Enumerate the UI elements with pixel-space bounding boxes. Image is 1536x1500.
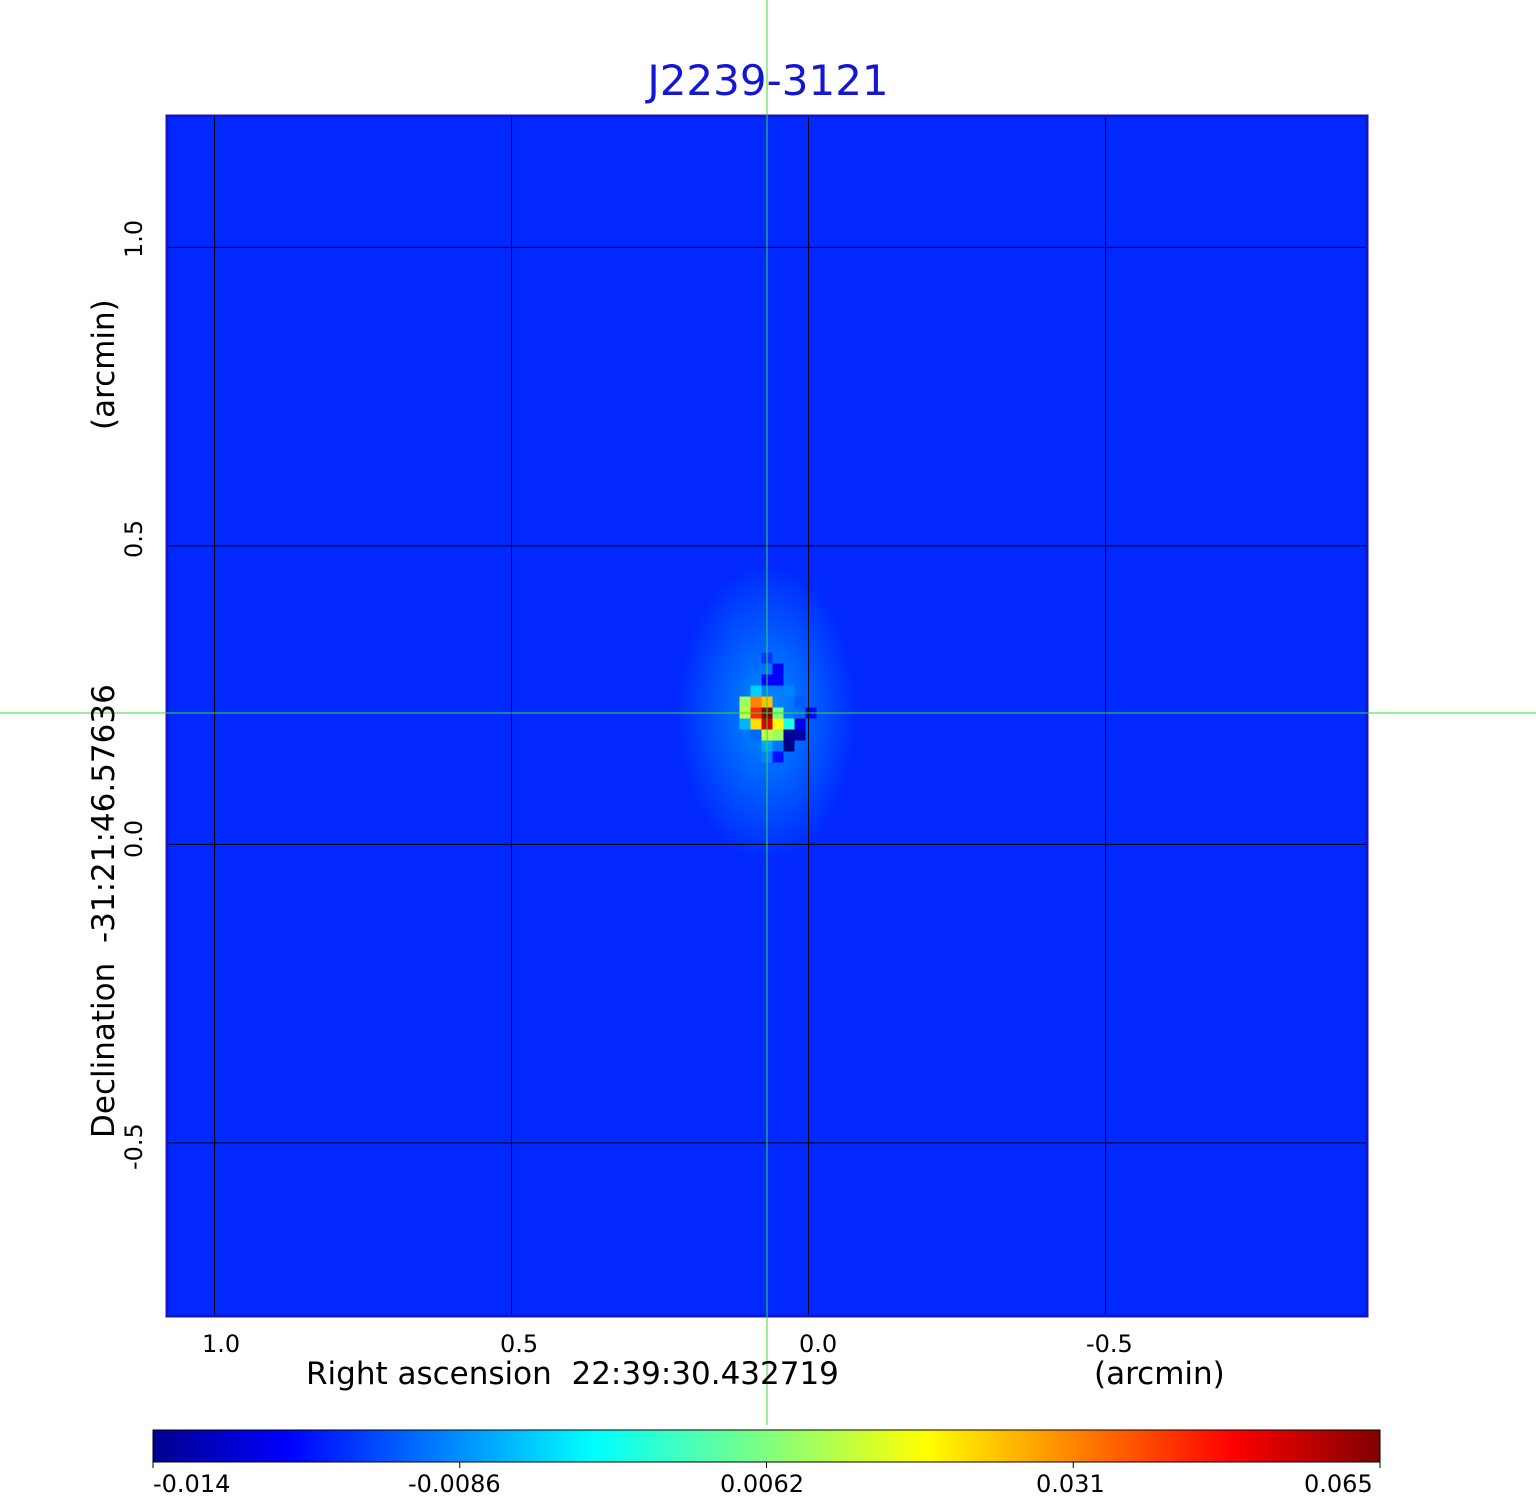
- y-tick-label: 1.0: [120, 219, 148, 258]
- chart-title: J2239-3121: [647, 56, 889, 105]
- heatmap-pixel: [750, 729, 762, 741]
- heatmap-pixel: [783, 718, 795, 730]
- heatmap-pixel: [772, 751, 784, 763]
- colorbar-tick-label: -0.014: [153, 1470, 231, 1498]
- heatmap-pixel: [750, 685, 762, 697]
- colorbar-tick-label: 0.065: [1304, 1470, 1373, 1498]
- heatmap-pixel: [783, 729, 795, 741]
- y-tick-label: 0.0: [120, 819, 148, 858]
- heatmap-pixel: [783, 685, 795, 697]
- x-tick-label: 0.5: [500, 1330, 539, 1358]
- heatmap-pixel: [772, 729, 784, 741]
- heatmap-pixel: [772, 663, 784, 675]
- heatmap-pixel: [794, 729, 806, 741]
- y-axis-unit: (arcmin): [86, 299, 122, 430]
- colorbar-tick-label: 0.0062: [720, 1470, 804, 1498]
- heatmap-pixel: [772, 718, 784, 730]
- x-tick-label: 0.0: [799, 1330, 838, 1358]
- colorbar-tick-label: -0.0086: [408, 1470, 501, 1498]
- colorbar: [152, 1429, 1381, 1463]
- y-axis-label: Declination -31:21:46.57636: [86, 684, 122, 1138]
- heatmap-pixel: [739, 718, 751, 730]
- x-axis-label: Right ascension 22:39:30.432719: [306, 1356, 839, 1392]
- heatmap-pixel: [750, 718, 762, 730]
- y-tick-label: -0.5: [120, 1123, 148, 1170]
- heatmap-pixel: [772, 674, 784, 686]
- y-tick-label: 0.5: [120, 519, 148, 558]
- heatmap-pixel: [750, 696, 762, 708]
- colorbar-tick-label: 0.031: [1036, 1470, 1105, 1498]
- x-axis-unit: (arcmin): [1094, 1356, 1225, 1392]
- x-tick-label: 1.0: [202, 1330, 241, 1358]
- x-tick-label: -0.5: [1086, 1330, 1133, 1358]
- heatmap-pixel: [794, 718, 806, 730]
- heatmap-pixel: [794, 696, 806, 708]
- heatmap-pixel: [783, 740, 795, 752]
- heatmap-pixel: [739, 696, 751, 708]
